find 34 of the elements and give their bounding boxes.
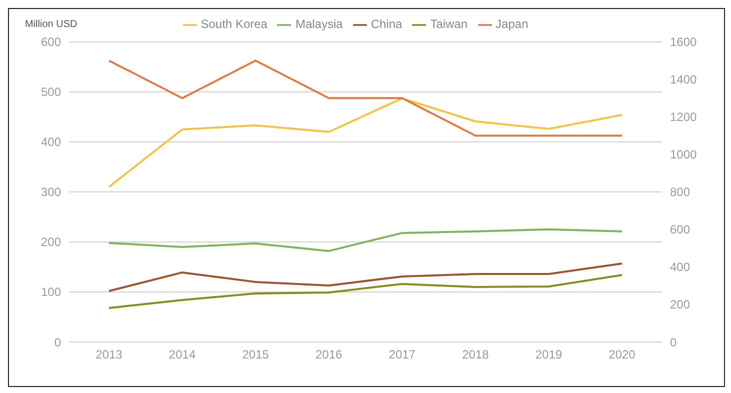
y2-tick-label: 600 bbox=[670, 222, 690, 237]
y-tick-label: 200 bbox=[40, 235, 62, 250]
x-tick-label: 2015 bbox=[242, 348, 270, 362]
y-tick-label: 500 bbox=[40, 85, 62, 100]
x-tick-label: 2019 bbox=[535, 348, 562, 362]
x-tick-label: 2016 bbox=[316, 348, 343, 362]
legend-label: Malaysia bbox=[295, 17, 343, 31]
x-tick-label: 2017 bbox=[388, 348, 416, 362]
y-tick-label: 0 bbox=[54, 335, 62, 350]
legend-label: Taiwan bbox=[430, 17, 468, 31]
x-tick-label: 2018 bbox=[462, 348, 490, 362]
y2-tick-label: 1000 bbox=[670, 148, 698, 162]
y-tick-label: 300 bbox=[40, 185, 62, 200]
y2-tick-label: 800 bbox=[670, 185, 690, 200]
line-series bbox=[108, 228, 623, 252]
x-tick-label: 2013 bbox=[96, 348, 123, 362]
y-axis-title: Million USD bbox=[25, 19, 78, 30]
y-tick-label: 600 bbox=[40, 35, 62, 50]
y2-tick-label: 200 bbox=[670, 298, 690, 312]
y2-tick-label: 1400 bbox=[670, 72, 698, 87]
line-series bbox=[108, 274, 623, 309]
legend-label: China bbox=[370, 17, 402, 31]
y2-tick-label: 0 bbox=[670, 335, 677, 350]
legend-label: South Korea bbox=[200, 17, 268, 31]
y-tick-label: 400 bbox=[40, 135, 62, 150]
legend-label: Japan bbox=[496, 17, 528, 31]
y-tick-label: 100 bbox=[40, 285, 62, 300]
y2-tick-label: 400 bbox=[670, 260, 690, 274]
y2-tick-label: 1200 bbox=[670, 110, 698, 124]
x-tick-label: 2020 bbox=[608, 348, 636, 362]
x-tick-label: 2014 bbox=[168, 348, 196, 362]
line-series bbox=[108, 97, 623, 188]
y2-tick-label: 1600 bbox=[670, 35, 698, 50]
line-series bbox=[108, 262, 623, 292]
